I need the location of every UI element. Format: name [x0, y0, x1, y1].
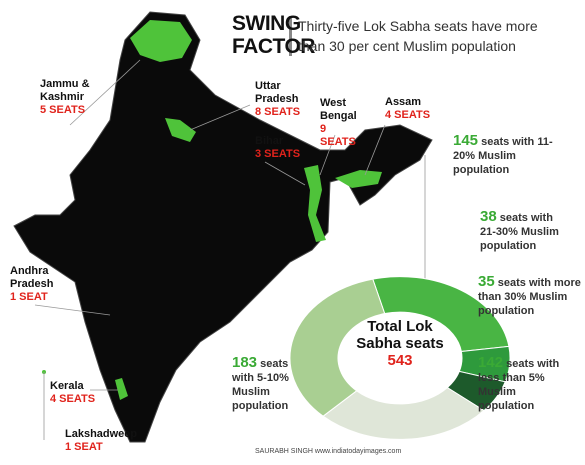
seat-count: 1 SEAT: [10, 291, 48, 303]
leader-line: [69, 59, 141, 126]
state-name: Bihar: [255, 135, 284, 147]
state-name: Assam: [385, 96, 422, 108]
state-name: Jammu & Kashmir: [40, 78, 90, 103]
subtitle: Thirty-five Lok Sabha seats have more th…: [298, 18, 538, 54]
segment-value: 142: [478, 354, 504, 371]
region-highlight: [304, 165, 326, 242]
segment-label: 38 seats with 21-30% Muslim population: [480, 208, 565, 253]
map-label: West Bengal 9 SEATS: [320, 97, 365, 149]
segment-text: seats with more than 30% Muslim populati…: [478, 277, 581, 317]
state-name: Lakshadweep: [65, 428, 138, 440]
credit: SAURABH SINGH www.indiatodayimages.com: [255, 448, 402, 455]
region-highlight: [130, 20, 192, 62]
segment-label: 183 seats with 5-10% Muslim population: [232, 354, 297, 413]
seat-count: 8 SEATS: [255, 106, 301, 118]
segment-value: 38: [480, 208, 497, 225]
seat-count: 4 SEATS: [50, 393, 96, 405]
map-label: Lakshadweep 1 SEAT: [65, 428, 155, 454]
seat-count: 4 SEATS: [385, 109, 431, 121]
region-highlight: [165, 118, 196, 142]
center-total: 543: [387, 352, 413, 369]
leader-line: [189, 104, 251, 131]
title-line: FACTOR: [232, 35, 315, 58]
leader-line: [364, 124, 386, 176]
state-name: Andhra Pradesh: [10, 265, 54, 290]
segment-value: 183: [232, 354, 258, 371]
state-name: Uttar Pradesh: [255, 80, 299, 105]
title-line: SWING: [232, 12, 301, 35]
segment-label: 145 seats with 11-20% Muslim population: [453, 132, 558, 177]
donut-slice: [289, 278, 386, 417]
seat-count: 9 SEATS: [320, 123, 356, 148]
seat-count: 1 SEAT: [65, 441, 103, 453]
region-highlight: [335, 170, 382, 188]
segment-label: 35 seats with more than 30% Muslim popul…: [478, 273, 583, 318]
leader-line: [319, 134, 336, 176]
leader-lines: [34, 59, 426, 440]
map-label: Jammu & Kashmir 5 SEATS: [40, 78, 100, 117]
segment-text: seats with 5-10% Muslim population: [232, 358, 289, 412]
india-map: [13, 11, 433, 443]
map-label: Andhra Pradesh 1 SEAT: [10, 265, 70, 304]
segment-value: 35: [478, 273, 495, 290]
state-name: West Bengal: [320, 97, 357, 122]
seat-count: 3 SEATS: [255, 148, 301, 160]
donut-center: Total Lok Sabha seats 543: [345, 318, 455, 369]
map-label: Uttar Pradesh 8 SEATS: [255, 80, 310, 119]
map-label: Assam 4 SEATS: [385, 96, 435, 122]
leader-line: [264, 161, 306, 186]
divider: [289, 16, 292, 56]
donut: [289, 276, 511, 440]
segment-text: seats with 21-30% Muslim population: [480, 212, 559, 252]
segment-label: 142 seats with less than 5% Muslim popul…: [478, 354, 573, 413]
center-label: Total Lok Sabha seats: [356, 318, 444, 352]
seat-count: 5 SEATS: [40, 104, 86, 116]
map-label: Kerala 4 SEATS: [50, 380, 110, 406]
segment-value: 145: [453, 132, 479, 149]
segment-text: seats with less than 5% Muslim populatio…: [478, 358, 560, 412]
donut-slice: [372, 276, 510, 353]
state-name: Kerala: [50, 380, 84, 392]
leader-line: [34, 304, 111, 316]
title: SWING FACTOR: [232, 12, 315, 58]
donut-slice: [322, 386, 485, 440]
map-label: Bihar 3 SEATS: [255, 135, 305, 161]
segment-text: seats with 11-20% Muslim population: [453, 136, 553, 176]
region-highlight: [115, 378, 128, 400]
